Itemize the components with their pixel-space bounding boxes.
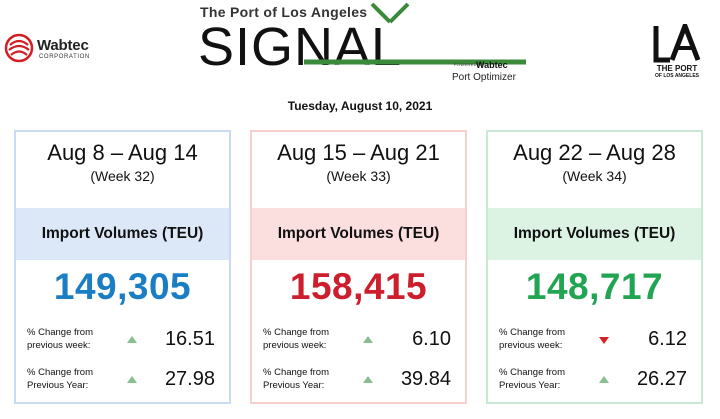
- stat-value: 39.84: [400, 368, 451, 390]
- stat-row-weekly-change: % Change from previous week: 16.51: [16, 326, 229, 358]
- stat-label: % Change from previous week:: [27, 327, 94, 351]
- week-number: (Week 34): [562, 168, 627, 184]
- wabtec-logo-name: Wabtec: [37, 37, 89, 54]
- week-number: (Week 33): [326, 168, 391, 184]
- stat-row-weekly-change: % Change from previous week: 6.10: [252, 326, 465, 358]
- up-arrow-icon: [599, 376, 609, 383]
- stat-value: 16.51: [164, 328, 215, 350]
- stat-label: % Change from Previous Year:: [499, 367, 566, 391]
- up-arrow-icon: [363, 376, 373, 383]
- stat-label: % Change from Previous Year:: [27, 367, 94, 391]
- la-logo-line1: THE PORT: [656, 64, 698, 73]
- stat-value: 27.98: [164, 368, 215, 390]
- metric-label: Import Volumes (TEU): [488, 208, 701, 260]
- stat-row-yearly-change: % Change from Previous Year: 39.84: [252, 366, 465, 398]
- import-volume-total: 158,415: [289, 266, 428, 307]
- metric-label: Import Volumes (TEU): [16, 208, 229, 260]
- port-of-la-logo: THE PORT OF LOS ANGELES: [648, 24, 706, 80]
- stat-value: 26.27: [636, 368, 687, 390]
- stat-row-yearly-change: % Change from Previous Year: 26.27: [488, 366, 701, 398]
- week-range: Aug 22 – Aug 28: [513, 140, 676, 165]
- week-range: Aug 15 – Aug 21: [277, 140, 440, 165]
- signal-tagline: The Port of Los Angeles: [200, 4, 368, 20]
- la-mark-icon: [653, 24, 701, 63]
- week-card-32: Aug 8 – Aug 14 (Week 32) Import Volumes …: [14, 130, 231, 404]
- import-volume-total: 148,717: [525, 266, 664, 307]
- signal-product: Port Optimizer: [452, 72, 516, 83]
- up-arrow-icon: [127, 336, 137, 343]
- signal-antenna-icon: [304, 2, 526, 65]
- stat-value: 6.10: [412, 328, 451, 350]
- week-range: Aug 8 – Aug 14: [47, 140, 198, 165]
- stat-row-weekly-change: % Change from previous week: 6.12: [488, 326, 701, 358]
- week-card-34: Aug 22 – Aug 28 (Week 34) Import Volumes…: [486, 130, 703, 404]
- week-card-33: Aug 15 – Aug 21 (Week 33) Import Volumes…: [250, 130, 467, 404]
- signal-brand: Wabtec: [476, 60, 508, 70]
- import-volume-total: 149,305: [53, 266, 192, 307]
- stat-label: % Change from Previous Year:: [263, 367, 330, 391]
- stat-label: % Change from previous week:: [263, 327, 330, 351]
- wabtec-logo: Wabtec CORPORATION: [4, 33, 114, 67]
- report-date: Tuesday, August 10, 2021: [287, 99, 433, 113]
- wabtec-logo-sub: CORPORATION: [39, 54, 90, 60]
- powered-by-text: POWERED BY: [454, 62, 485, 67]
- down-arrow-icon: [599, 337, 609, 344]
- signal-title: SIGNAL: [198, 17, 403, 77]
- wabtec-emblem-icon: [4, 33, 34, 63]
- up-arrow-icon: [363, 336, 373, 343]
- week-number: (Week 32): [90, 168, 155, 184]
- signal-logo: The Port of Los Angeles SIGNAL POWERED B…: [176, 0, 526, 95]
- stat-label: % Change from previous week:: [499, 327, 566, 351]
- stat-value: 6.12: [648, 328, 687, 350]
- up-arrow-icon: [127, 376, 137, 383]
- stat-row-yearly-change: % Change from Previous Year: 27.98: [16, 366, 229, 398]
- metric-label: Import Volumes (TEU): [252, 208, 465, 260]
- la-logo-line2: OF LOS ANGELES: [655, 73, 699, 79]
